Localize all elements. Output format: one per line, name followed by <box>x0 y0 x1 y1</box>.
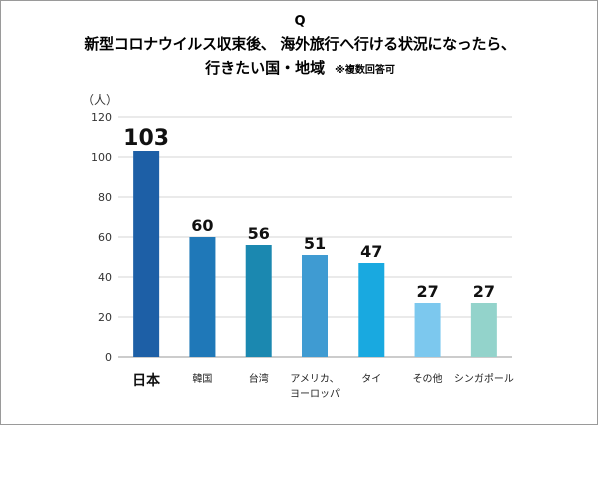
x-category-label: 台湾 <box>249 372 269 385</box>
x-category-label: その他 <box>413 372 443 385</box>
y-tick-label: 120 <box>91 111 112 124</box>
y-tick-label: 80 <box>98 191 112 204</box>
bar-value-label: 103 <box>123 126 169 151</box>
x-category-label: 日本 <box>132 372 161 389</box>
y-tick-label: 20 <box>98 311 112 324</box>
bar <box>414 303 441 357</box>
bar-value-label: 47 <box>360 242 382 261</box>
y-tick-label: 0 <box>105 351 112 364</box>
bar-value-label: 56 <box>248 224 270 243</box>
bar-value-label: 27 <box>416 282 438 301</box>
bar <box>470 303 497 357</box>
x-category-label: シンガポール <box>454 373 514 385</box>
y-tick-label: 100 <box>91 151 112 164</box>
chart-frame <box>0 0 598 425</box>
y-tick-label: 40 <box>98 271 112 284</box>
bar <box>245 245 272 357</box>
x-category-label: アメリカ、 <box>290 373 339 385</box>
y-axis-unit-label: （人） <box>82 93 118 107</box>
bar-value-label: 51 <box>304 234 326 253</box>
bar-value-label: 27 <box>473 282 495 301</box>
multiple-answer-note: ※複数回答可 <box>335 65 395 76</box>
x-category-label: ヨーロッパ <box>290 388 340 400</box>
chart-title-main: 行きたい国・地域 <box>205 59 326 77</box>
bar <box>133 151 160 357</box>
bar <box>358 263 385 357</box>
bar <box>189 237 216 357</box>
x-category-label: タイ <box>361 373 381 385</box>
y-tick-label: 60 <box>98 231 112 244</box>
chart-title-line2: 行きたい国・地域 ※複数回答可 <box>0 57 600 78</box>
bar-value-label: 60 <box>191 216 213 235</box>
x-category-label: 韓国 <box>192 373 212 385</box>
bar <box>302 255 328 357</box>
question-label: Q <box>294 14 306 29</box>
chart-title-line1: 新型コロナウイルス収束後、 海外旅行へ行ける状況になったら、 <box>84 35 516 53</box>
